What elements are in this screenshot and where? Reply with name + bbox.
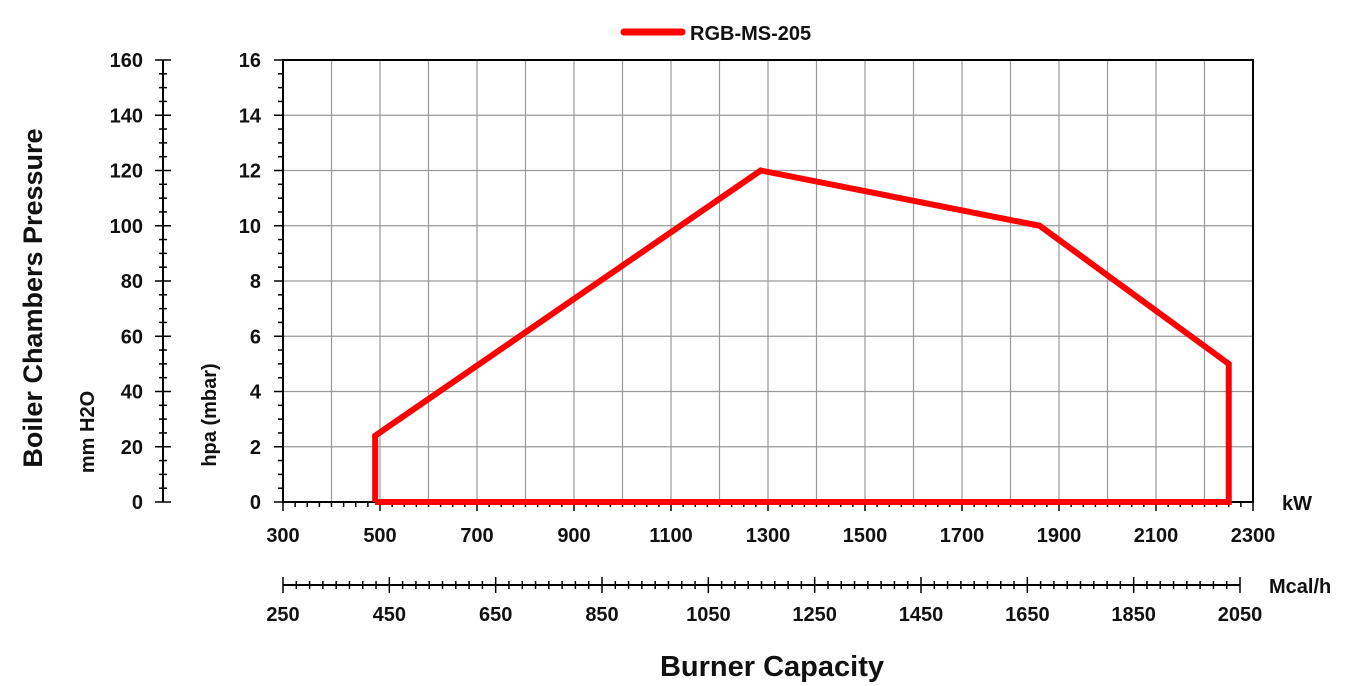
x-tick-label: 1900 [1037,525,1082,547]
secondary-x-tick-label: 650 [479,604,512,626]
secondary-y-tick-label: 80 [121,271,143,293]
series-group [372,167,1232,505]
series-line-rgb-ms-205 [372,167,1232,505]
x-tick-label: 300 [266,525,299,547]
secondary-y-tick-label: 100 [110,216,143,238]
secondary-y-tick-label: 120 [110,161,143,183]
legend-label: RGB-MS-205 [690,23,811,45]
x-tick-label: 2100 [1134,525,1179,547]
secondary-x-tick-label: 1050 [686,604,731,626]
secondary-x-tick-label: 850 [585,604,618,626]
secondary-x-tick-label: 1850 [1111,604,1156,626]
secondary-y-tick-label: 140 [110,105,143,127]
y-tick-label: 16 [239,50,261,72]
secondary-x-tick-label: 1650 [1005,604,1050,626]
x-tick-label: 1300 [746,525,791,547]
y-tick-label: 6 [250,326,261,348]
primary-y-axis: 0 2 4 6 8 10 12 14 16 [239,50,283,514]
primary-y-unit: hpa (mbar) [199,363,221,466]
x-tick-label: 500 [363,525,396,547]
y-tick-label: 0 [250,492,261,514]
y-tick-label: 2 [250,437,261,459]
x-tick-label: 2300 [1231,525,1276,547]
x-tick-label: 1100 [649,525,692,547]
y-tick-label: 10 [239,216,261,238]
x-tick-label: 1700 [940,525,985,547]
secondary-x-tick-label: 1250 [792,604,837,626]
secondary-x-tick-label: 2050 [1218,604,1263,626]
y-tick-label: 14 [239,105,262,127]
primary-x-axis: 300 500 700 900 1100 1300 1500 1700 1900 2100 2300 [266,502,1275,547]
x-tick-label: 700 [460,525,493,547]
x-tick-label: 1500 [843,525,888,547]
secondary-y-tick-label: 20 [121,437,143,459]
secondary-x-tick-label: 250 [266,604,299,626]
y-axis-title: Boiler Chambers Pressure [18,128,48,467]
secondary-y-tick-label: 60 [121,326,143,348]
secondary-y-axis: 0 20 40 60 80 100 120 140 160 [110,50,171,514]
x-axis-title: Burner Capacity [660,651,884,683]
x-tick-label: 900 [557,525,590,547]
secondary-y-unit: mm H2O [77,391,99,473]
secondary-y-tick-label: 40 [121,382,143,404]
primary-x-unit: kW [1282,493,1312,515]
secondary-y-tick-label: 0 [132,492,143,514]
y-tick-label: 4 [250,382,262,404]
y-tick-label: 8 [250,271,261,293]
secondary-x-tick-label: 450 [373,604,406,626]
secondary-x-axis: 250 450 650 850 1050 1250 1450 1650 1850 2050 [266,577,1262,626]
grid [283,60,1253,502]
secondary-y-tick-label: 160 [110,50,143,72]
secondary-x-unit: Mcal/h [1269,576,1331,598]
secondary-x-tick-label: 1450 [899,604,944,626]
y-tick-label: 12 [239,161,261,183]
